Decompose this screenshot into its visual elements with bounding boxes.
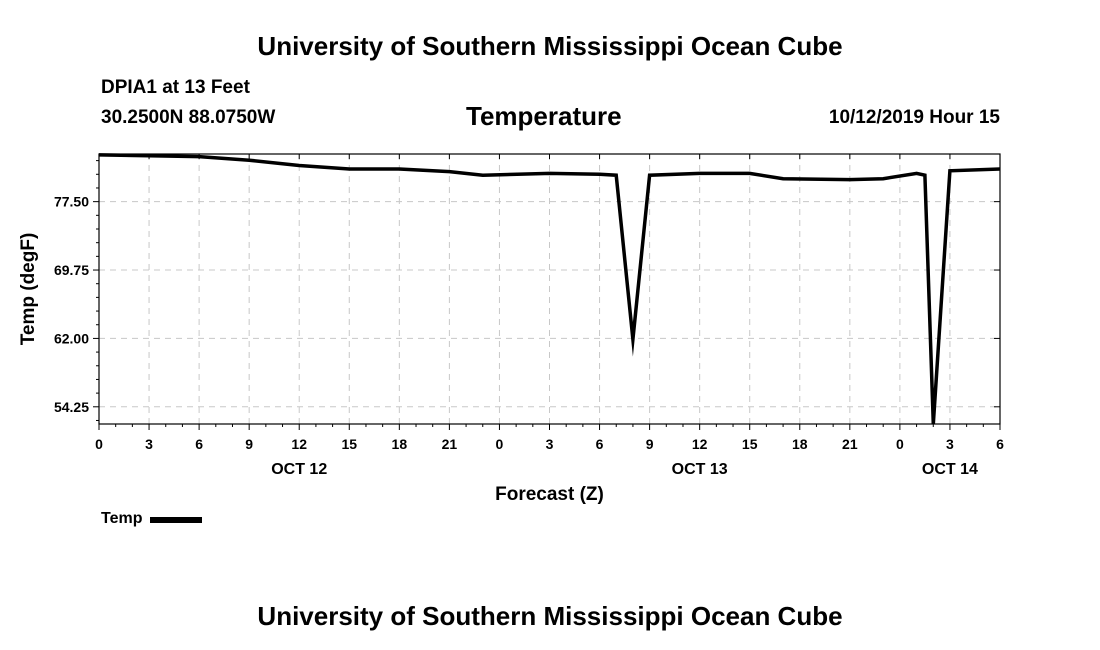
x-tick-label: 12 xyxy=(692,436,708,452)
coordinates-label: 30.2500N 88.0750W xyxy=(101,107,276,128)
x-date-label: OCT 14 xyxy=(922,461,978,478)
legend-swatch xyxy=(150,517,203,523)
x-tick-label: 12 xyxy=(291,436,307,452)
x-tick-label: 6 xyxy=(996,436,1004,452)
x-tick-label: 0 xyxy=(896,436,904,452)
x-tick-label: 0 xyxy=(95,436,103,452)
x-tick-label: 6 xyxy=(596,436,604,452)
x-tick-label: 18 xyxy=(792,436,808,452)
x-tick-label: 21 xyxy=(842,436,858,452)
legend-label: Temp xyxy=(101,510,143,527)
x-tick-label: 15 xyxy=(742,436,758,452)
chart-title: Temperature xyxy=(466,101,622,131)
y-axis-label: Temp (degF) xyxy=(18,233,39,346)
x-tick-label: 9 xyxy=(245,436,253,452)
station-label: DPIA1 at 13 Feet xyxy=(101,77,250,98)
x-tick-label: 18 xyxy=(392,436,408,452)
y-tick-label: 77.50 xyxy=(54,194,89,210)
x-tick-label: 3 xyxy=(145,436,153,452)
x-tick-label: 9 xyxy=(646,436,654,452)
x-date-label: OCT 12 xyxy=(271,461,327,478)
footer-title: University of Southern Mississippi Ocean… xyxy=(257,601,843,631)
x-tick-label: 15 xyxy=(341,436,357,452)
x-tick-label: 6 xyxy=(195,436,203,452)
legend: Temp xyxy=(101,510,203,528)
series-line-temp xyxy=(98,153,1001,425)
y-tick-label: 69.75 xyxy=(54,262,89,278)
x-tick-label: 3 xyxy=(546,436,554,452)
x-axis-label: Forecast (Z) xyxy=(495,484,604,505)
x-tick-label: 3 xyxy=(946,436,954,452)
x-date-label: OCT 13 xyxy=(672,461,728,478)
page-title: University of Southern Mississippi Ocean… xyxy=(257,31,843,61)
y-tick-label: 54.25 xyxy=(54,399,89,415)
x-tick-label: 0 xyxy=(496,436,504,452)
x-tick-label: 21 xyxy=(442,436,458,452)
datetime-label: 10/12/2019 Hour 15 xyxy=(828,107,1000,128)
y-tick-label: 62.00 xyxy=(54,330,89,346)
